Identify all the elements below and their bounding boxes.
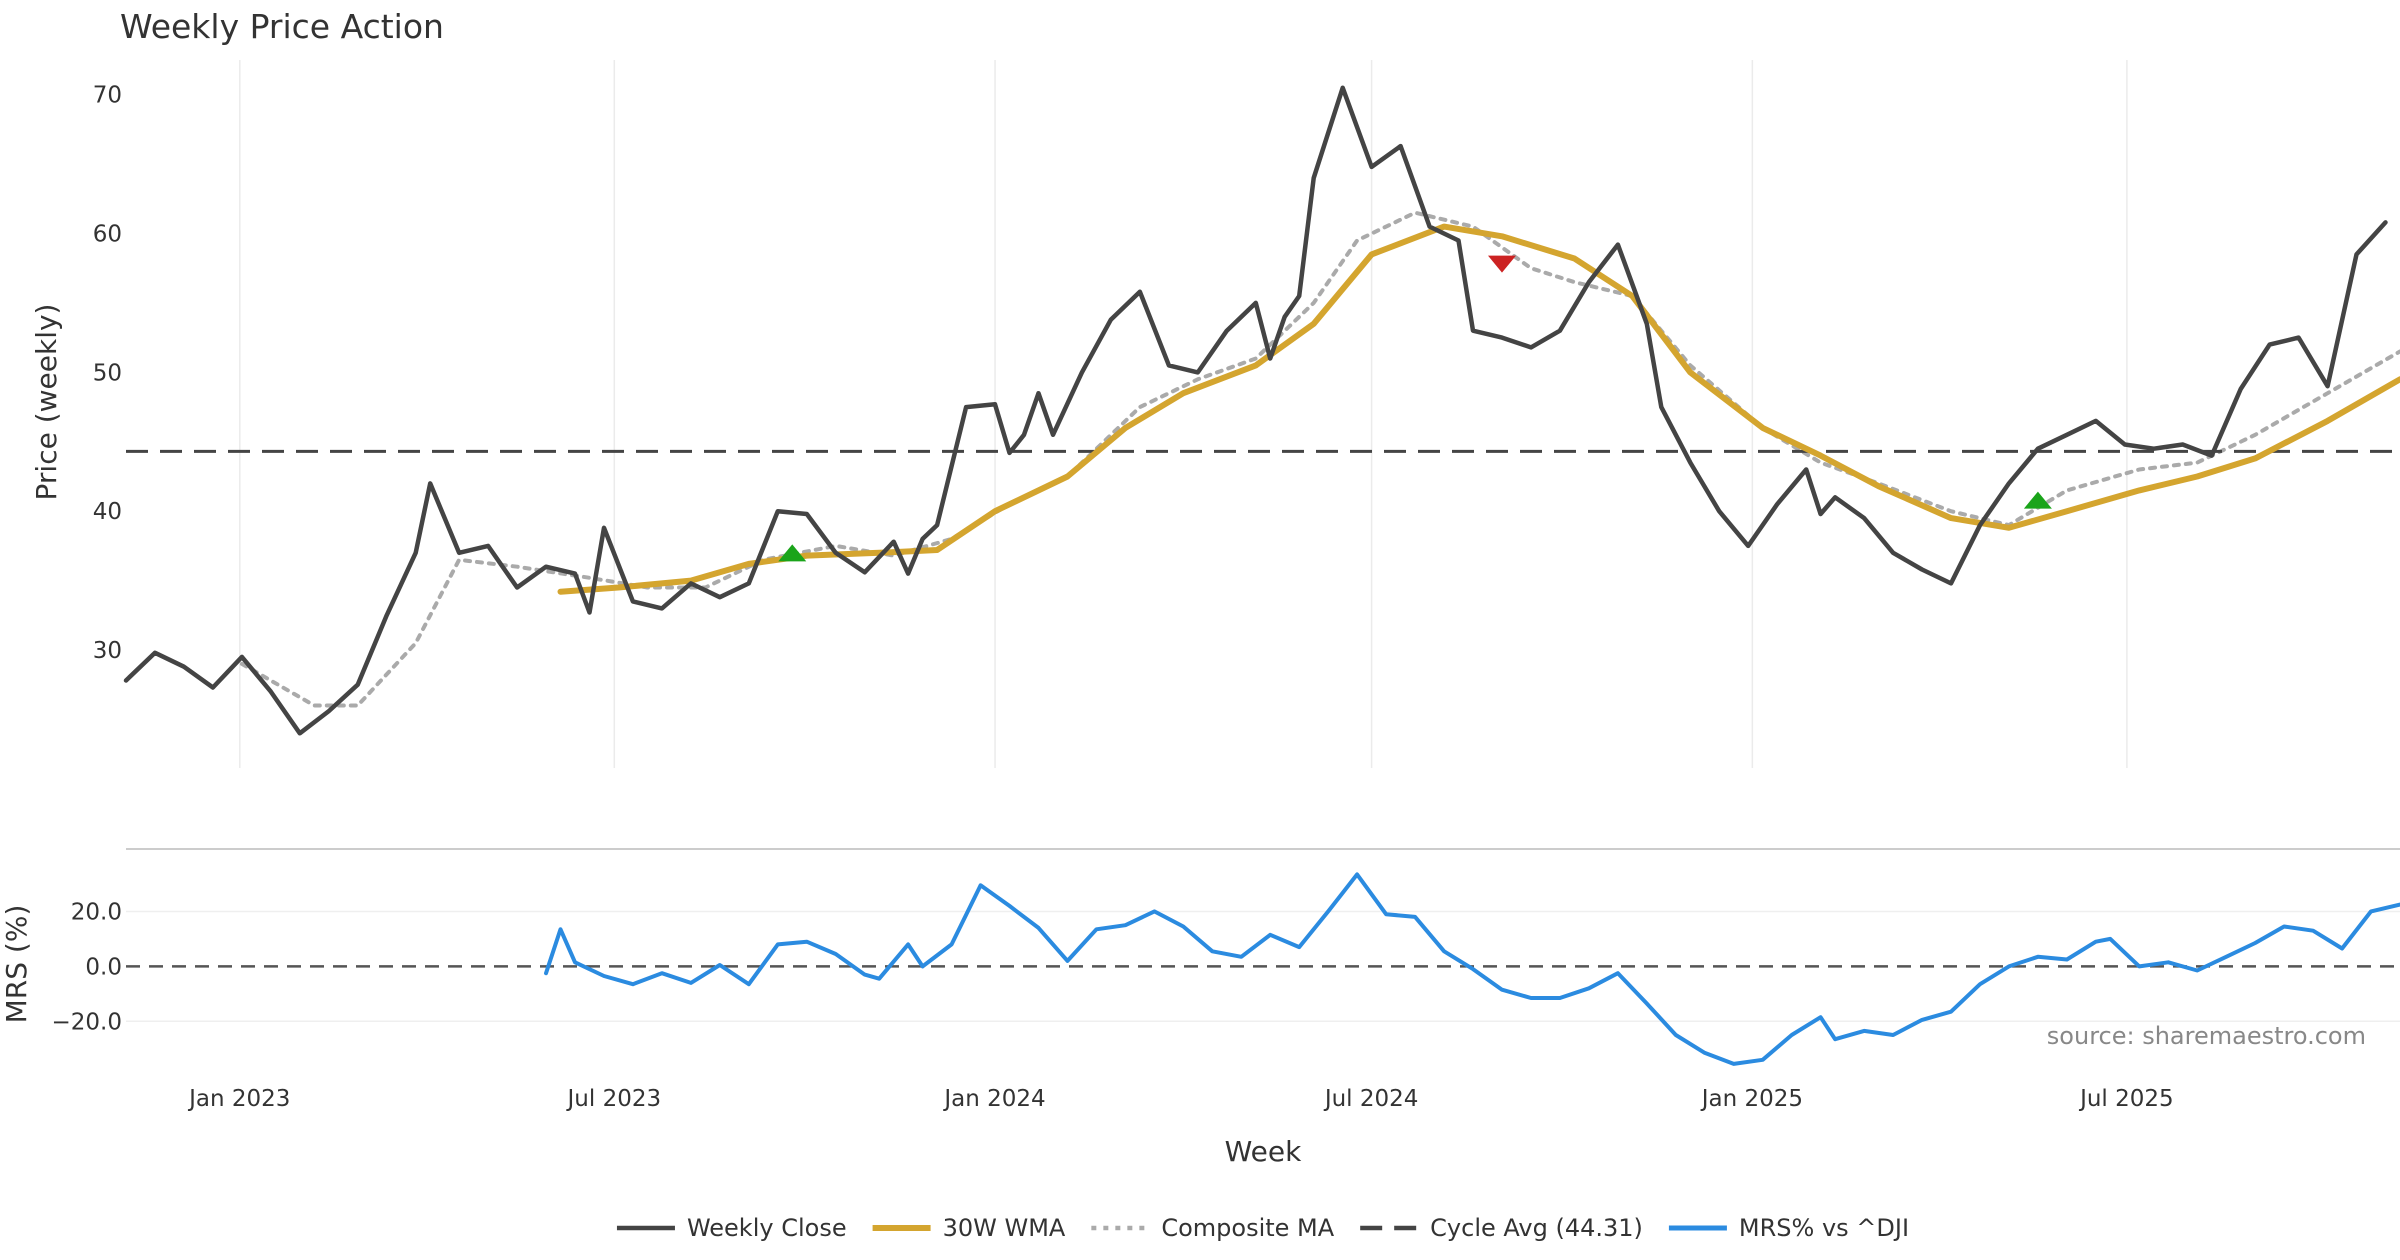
series-line-30w-wma	[557, 223, 2400, 595]
price-y-axis-label: Price (weekly)	[30, 304, 63, 501]
x-tick-label: Jan 2024	[942, 1086, 1045, 1112]
legend-label-mrs-vs-dji: MRS% vs ^DJI	[1739, 1214, 1909, 1242]
price-series-layer	[123, 85, 2400, 736]
x-tick-label: Jul 2024	[1323, 1086, 1419, 1112]
x-tick-label: Jan 2023	[187, 1086, 290, 1112]
mrs-series-layer	[544, 872, 2400, 1066]
price-y-tick-label: 30	[93, 638, 122, 664]
x-tick-label: Jul 2023	[566, 1086, 662, 1112]
source-note: source: sharemaestro.com	[2047, 1022, 2366, 1050]
legend-label-30w-wma: 30W WMA	[943, 1214, 1066, 1242]
legend-label-weekly-close: Weekly Close	[687, 1214, 847, 1242]
mrs-y-ticks: 20.0 0.0 −20.0	[52, 899, 122, 1035]
series-line-weekly-close	[123, 85, 2388, 736]
legend-label-cycle-avg-44-31: Cycle Avg (44.31)	[1430, 1214, 1643, 1242]
price-y-tick-label: 40	[93, 499, 122, 525]
legend-label-composite-ma: Composite MA	[1161, 1214, 1334, 1242]
price-y-tick-label: 70	[93, 83, 122, 109]
sell-signal-marker	[1487, 255, 1516, 273]
price-y-tick-label: 60	[93, 222, 122, 248]
buy-signal-marker	[2023, 491, 2052, 509]
x-tick-label: Jul 2025	[2078, 1086, 2174, 1112]
series-line-composite-ma	[239, 210, 2400, 708]
legend: Weekly Close 30W WMA Composite MA Cycle Avg…	[616, 1214, 1909, 1242]
mrs-y-axis-label: MRS (%)	[0, 905, 33, 1024]
mrs-y-tick-label: 0.0	[85, 954, 122, 980]
mrs-y-tick-label: 20.0	[71, 899, 122, 925]
price-y-tick-label: 50	[93, 360, 122, 386]
buy-signal-marker	[778, 544, 807, 562]
chart-title: Weekly Price Action	[120, 7, 444, 46]
x-tick-label: Jan 2025	[1700, 1086, 1803, 1112]
mrs-y-tick-label: −20.0	[52, 1009, 122, 1035]
price-grid	[239, 60, 2128, 768]
signal-markers	[778, 255, 2052, 562]
mrs-grid	[126, 910, 2400, 1023]
price-y-ticks: 30 40 50 60 70	[93, 83, 122, 664]
x-tick-labels: Jan 2023 Jul 2023 Jan 2024 Jul 2024 Jan 2025…	[187, 1086, 2174, 1112]
x-axis-label: Week	[1225, 1135, 1302, 1168]
series-line-mrs-vs-dji	[544, 872, 2400, 1066]
